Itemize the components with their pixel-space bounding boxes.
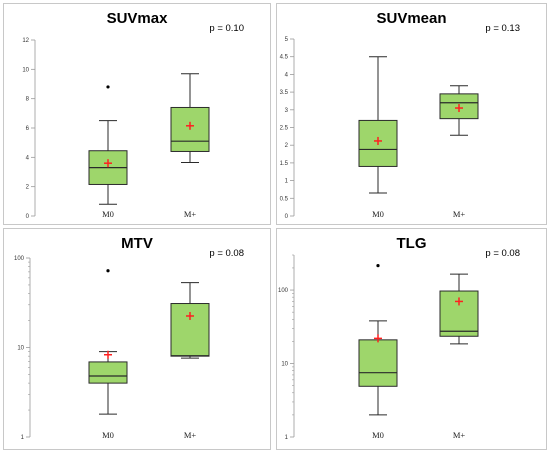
- box-M+: [439, 85, 479, 136]
- box-M+: [170, 73, 210, 163]
- box-M0: [358, 56, 398, 194]
- p-value-label: p = 0.08: [209, 248, 244, 259]
- outlier-point: [376, 264, 380, 268]
- mean-marker: [104, 350, 112, 359]
- category-label: M+: [184, 430, 197, 440]
- y-tick-label: 2: [26, 185, 30, 191]
- chart-title: SUVmax: [106, 10, 168, 27]
- chart-title: SUVmean: [376, 10, 447, 27]
- iqr-box: [170, 303, 210, 357]
- outlier-point: [106, 85, 110, 89]
- y-tick-label: 3: [285, 108, 289, 114]
- chart-panel-mtv: MTV p = 0.08 1 10 100 M0 M+: [3, 228, 271, 450]
- y-tick-label: 1: [285, 435, 289, 441]
- chart-panel-suvmax: SUVmax p = 0.10 0 2 4 6 8 10 12 M0 M+: [3, 3, 271, 225]
- p-value-label: p = 0.08: [485, 248, 520, 259]
- box-M0: [88, 269, 128, 415]
- box-M0: [88, 85, 128, 205]
- y-tick-label: 1: [21, 435, 25, 441]
- p-value-label: p = 0.10: [209, 23, 244, 34]
- y-tick-label: 4.5: [280, 55, 289, 61]
- y-tick-label: 0: [26, 214, 30, 220]
- y-tick-label: 10: [281, 362, 288, 368]
- y-tick-label: 1: [285, 179, 289, 185]
- y-tick-label: 4: [26, 155, 30, 161]
- y-tick-label: 10: [17, 346, 24, 352]
- chart-title: MTV: [121, 235, 153, 252]
- p-value-label: p = 0.13: [485, 23, 520, 34]
- category-label: M+: [453, 430, 466, 440]
- y-tick-label: 0: [285, 214, 289, 220]
- category-label: M+: [453, 209, 466, 219]
- y-tick-label: 5: [285, 37, 289, 43]
- chart-plot-area: 0 2 4 6 8 10 12 M0 M+: [22, 38, 210, 220]
- mean-marker: [374, 334, 382, 343]
- mean-marker: [374, 136, 382, 145]
- y-tick-label: 4: [285, 72, 289, 78]
- chart-panel-suvmean: SUVmean p = 0.13 0 0.5 1 1.5 2 2.5 3 3.5 4 4.5 5 M0…: [276, 3, 547, 225]
- chart-plot-area: 1 10 100 M0 M+: [278, 254, 479, 441]
- y-tick-label: 6: [26, 126, 30, 132]
- y-tick-label: 8: [26, 97, 30, 103]
- category-label: M0: [102, 430, 114, 440]
- box-M0: [358, 264, 398, 416]
- y-tick-label: 2: [285, 143, 289, 149]
- iqr-box: [88, 361, 128, 384]
- box-M+: [439, 273, 479, 345]
- box-M+: [170, 282, 210, 359]
- mean-marker: [104, 159, 112, 168]
- category-label: M0: [372, 209, 384, 219]
- chart-panel-tlg: TLG p = 0.08 1 10 100 M0 M+: [276, 228, 547, 450]
- y-tick-label: 0.5: [280, 196, 289, 202]
- y-tick-label: 12: [22, 38, 29, 44]
- chart-plot-area: 0 0.5 1 1.5 2 2.5 3 3.5 4 4.5 5 M0 M+: [280, 37, 479, 220]
- mean-marker: [186, 311, 194, 320]
- mean-marker: [186, 121, 194, 130]
- mean-marker: [455, 297, 463, 306]
- y-tick-label: 2.5: [280, 126, 289, 132]
- category-label: M0: [102, 209, 114, 219]
- outlier-point: [106, 269, 110, 273]
- mean-marker: [455, 104, 463, 113]
- y-tick-label: 100: [14, 256, 25, 262]
- y-tick-label: 3.5: [280, 90, 289, 96]
- y-tick-label: 10: [22, 67, 29, 73]
- category-label: M+: [184, 209, 197, 219]
- chart-title: TLG: [396, 235, 427, 252]
- y-tick-label: 100: [278, 288, 289, 294]
- y-tick-label: 1.5: [280, 161, 289, 167]
- chart-plot-area: 1 10 100 M0 M+: [14, 256, 210, 441]
- category-label: M0: [372, 430, 384, 440]
- iqr-box: [358, 339, 398, 387]
